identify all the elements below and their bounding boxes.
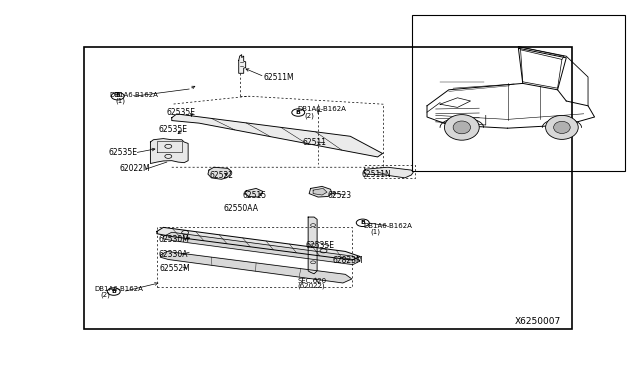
Polygon shape <box>161 251 352 283</box>
Polygon shape <box>239 55 246 73</box>
Text: (1): (1) <box>116 98 125 104</box>
Polygon shape <box>163 232 360 264</box>
Text: (2): (2) <box>101 291 111 298</box>
Text: (2): (2) <box>304 112 314 119</box>
Circle shape <box>111 93 124 100</box>
Circle shape <box>444 115 479 140</box>
Polygon shape <box>208 167 231 179</box>
Polygon shape <box>308 217 317 274</box>
Polygon shape <box>313 189 327 195</box>
Text: (62022): (62022) <box>297 283 325 289</box>
Text: 62550AA: 62550AA <box>224 204 259 213</box>
Circle shape <box>108 288 120 295</box>
Polygon shape <box>244 189 262 197</box>
Text: 62535E: 62535E <box>158 125 188 134</box>
Polygon shape <box>309 186 332 197</box>
Text: DB1A6-B162A: DB1A6-B162A <box>94 286 143 292</box>
Text: 62535E: 62535E <box>109 148 138 157</box>
Text: 62022M: 62022M <box>120 164 150 173</box>
Text: 62511M: 62511M <box>264 73 294 82</box>
Text: B: B <box>111 289 116 294</box>
Circle shape <box>554 121 570 134</box>
Text: 62522: 62522 <box>210 171 234 180</box>
Text: DB1A6-B162A: DB1A6-B162A <box>364 223 413 229</box>
Text: 62515: 62515 <box>243 190 267 199</box>
Text: 62511: 62511 <box>302 138 326 147</box>
Text: 62330A: 62330A <box>158 250 188 259</box>
Polygon shape <box>364 167 413 178</box>
Text: B: B <box>360 220 365 225</box>
Text: 62523: 62523 <box>327 190 351 199</box>
Text: SEC.620: SEC.620 <box>297 278 326 284</box>
Circle shape <box>545 115 579 140</box>
Text: DB1A6-B162A: DB1A6-B162A <box>110 92 159 98</box>
Text: 62552M: 62552M <box>159 264 190 273</box>
Text: 62530M: 62530M <box>158 235 189 244</box>
Circle shape <box>292 109 305 116</box>
Text: DB1A6-B162A: DB1A6-B162A <box>297 106 346 112</box>
Text: 62511N: 62511N <box>362 170 392 179</box>
Text: B: B <box>115 93 120 99</box>
Text: X6250007: X6250007 <box>515 317 561 326</box>
Text: (1): (1) <box>370 228 380 235</box>
Text: B: B <box>296 110 301 115</box>
Text: 62535E: 62535E <box>167 108 196 117</box>
Circle shape <box>453 121 470 134</box>
Text: 62535E: 62535E <box>306 241 335 250</box>
Polygon shape <box>150 139 188 164</box>
Polygon shape <box>172 114 383 157</box>
Circle shape <box>356 219 369 227</box>
Polygon shape <box>157 227 360 260</box>
Text: 62823M: 62823M <box>333 256 364 264</box>
